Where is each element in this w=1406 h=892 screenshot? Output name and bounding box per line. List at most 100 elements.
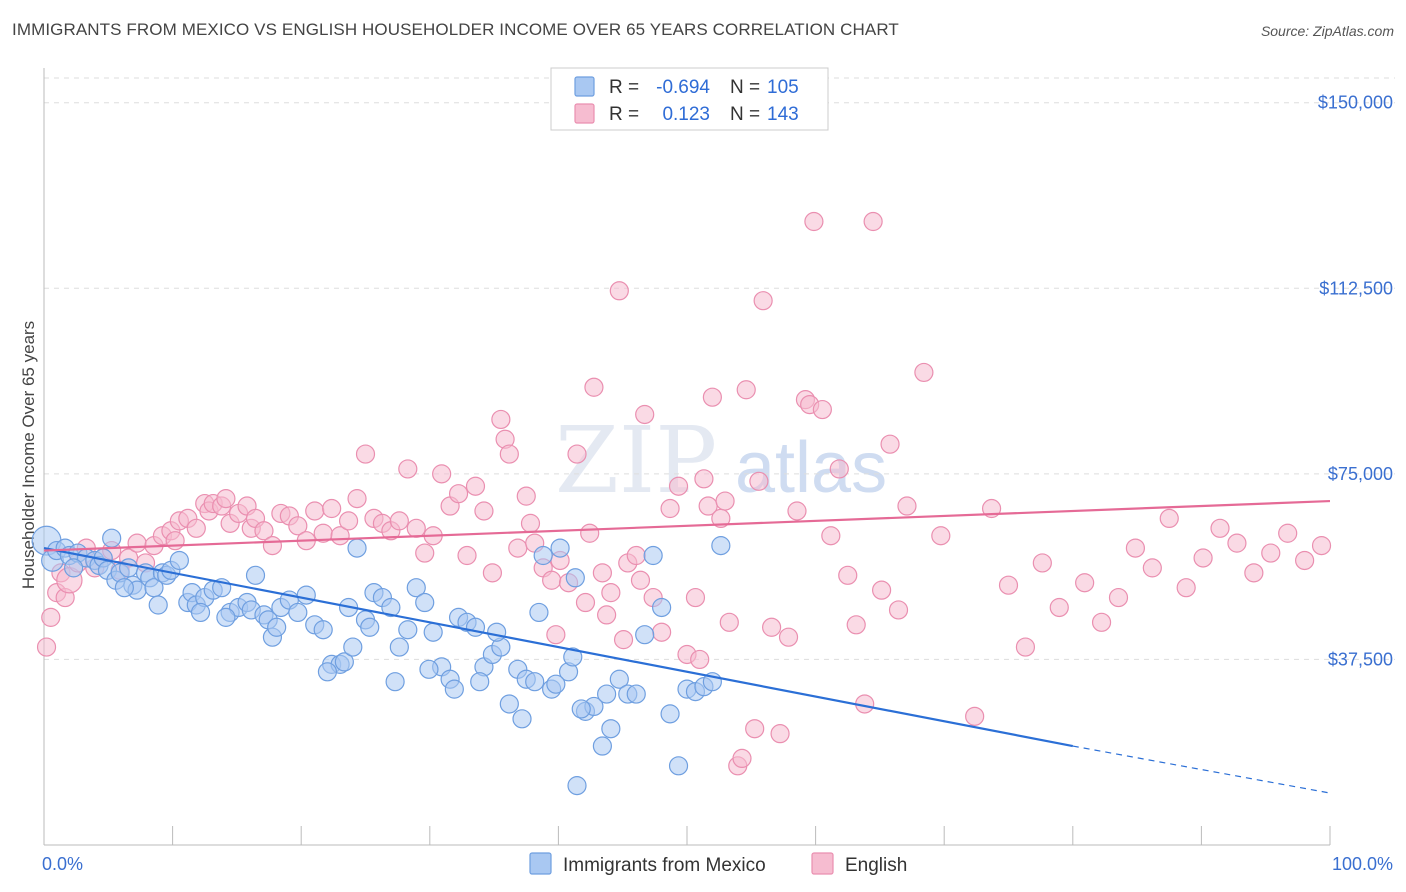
data-point-english [732, 748, 752, 769]
data-point-english [965, 706, 985, 726]
data-point-mexico [119, 558, 139, 578]
data-point-mexico [317, 662, 338, 682]
data-point-mexico [668, 756, 689, 776]
bottom-legend-swatch-mexico [529, 852, 552, 875]
data-point-english [660, 498, 680, 519]
data-point-english [736, 380, 756, 400]
data-point-english [694, 469, 714, 489]
data-point-english [745, 719, 765, 739]
data-point-english [448, 484, 469, 504]
data-point-english [863, 211, 883, 232]
data-point-mexico [499, 694, 519, 714]
data-point-english [1091, 612, 1112, 632]
data-point-mexico [64, 558, 84, 578]
x-tick-label: 100.0% [1332, 854, 1393, 874]
data-point-mexico [470, 672, 490, 692]
bottom-legend-label: Immigrants from Mexico [563, 855, 766, 876]
data-point-english [601, 583, 621, 603]
trend-line-english [43, 499, 1331, 552]
data-point-english [702, 387, 722, 407]
data-point-english [1108, 587, 1129, 608]
data-point-mexico [114, 578, 134, 598]
data-point-english [821, 526, 841, 546]
data-point-english [508, 538, 528, 558]
source-label: Source: ZipAtlas.com [1260, 23, 1394, 39]
x-tick-label: 0.0% [42, 854, 83, 874]
legend-n-value: 143 [767, 104, 799, 125]
data-point-english [520, 513, 541, 533]
data-point-english [322, 498, 342, 519]
data-point-english [398, 459, 418, 479]
data-point-mexico [565, 568, 585, 588]
data-point-mexico [487, 622, 507, 642]
data-point-english [474, 501, 494, 521]
data-point-mexico [465, 617, 486, 637]
data-point-english [216, 489, 236, 509]
data-point-english [897, 496, 917, 516]
data-point-english [1295, 550, 1315, 571]
data-point-mexico [381, 597, 401, 618]
y-tick-label: $37,500 [1328, 649, 1393, 669]
data-point-english [804, 211, 824, 232]
data-point-english [1015, 637, 1036, 657]
data-point-english [1142, 558, 1162, 578]
data-point-english [165, 531, 185, 551]
data-point-mexico [102, 528, 122, 548]
data-point-english [288, 516, 308, 536]
legend-swatch-english [574, 103, 595, 124]
data-point-english [1227, 533, 1247, 553]
data-point-mexico [592, 736, 612, 756]
data-point-mexico [296, 585, 316, 605]
data-point-english [838, 565, 858, 585]
data-point-mexico [334, 652, 354, 672]
data-point-mexico [406, 578, 426, 598]
data-point-mexico [550, 538, 570, 558]
data-point-mexico [216, 607, 236, 627]
data-point-english [36, 637, 57, 657]
data-point-mexico [597, 684, 617, 704]
data-point-english [575, 592, 596, 613]
data-point-english [542, 570, 562, 590]
data-point-mexico [267, 617, 287, 637]
data-point-english [516, 486, 536, 506]
legend-r-label: R = [609, 77, 639, 98]
bottom-legend-swatch-english [811, 852, 834, 875]
data-point-mexico [288, 602, 308, 623]
data-point-mexico [419, 659, 439, 679]
legend-n-label: N = [730, 104, 760, 125]
data-point-mexico [635, 625, 655, 645]
data-point-english [1159, 508, 1179, 529]
data-point-english [1049, 597, 1069, 618]
data-point-english [998, 575, 1019, 595]
data-point-english [888, 600, 909, 620]
data-point-english [1311, 536, 1332, 556]
data-point-mexico [525, 672, 545, 692]
data-point-english [880, 434, 900, 454]
data-point-mexico [601, 719, 621, 739]
data-point-mexico [563, 647, 583, 667]
data-point-mexico [571, 699, 591, 719]
legend-n-label: N = [730, 77, 760, 98]
data-point-english [685, 587, 706, 608]
data-point-mexico [512, 709, 532, 729]
data-point-mexico [609, 669, 629, 689]
data-point-mexico [444, 679, 464, 699]
data-point-english [432, 464, 452, 484]
data-point-mexico [190, 602, 211, 623]
data-point-mexico [169, 550, 189, 571]
y-tick-label: $112,500 [1319, 278, 1393, 298]
data-point-english [186, 518, 206, 538]
data-point-english [127, 533, 147, 553]
data-point-mexico [360, 617, 380, 637]
data-point-english [652, 622, 672, 642]
data-point-english [355, 444, 376, 464]
data-point-english [457, 545, 477, 566]
watermark-atlas: atlas [735, 428, 887, 508]
legend-box [550, 67, 829, 131]
data-point-english [871, 580, 892, 600]
bottom-legend-label: English [845, 855, 907, 876]
legend-r-label: R = [609, 104, 639, 125]
trend-line-extension [1072, 745, 1331, 794]
data-point-english [914, 362, 934, 383]
